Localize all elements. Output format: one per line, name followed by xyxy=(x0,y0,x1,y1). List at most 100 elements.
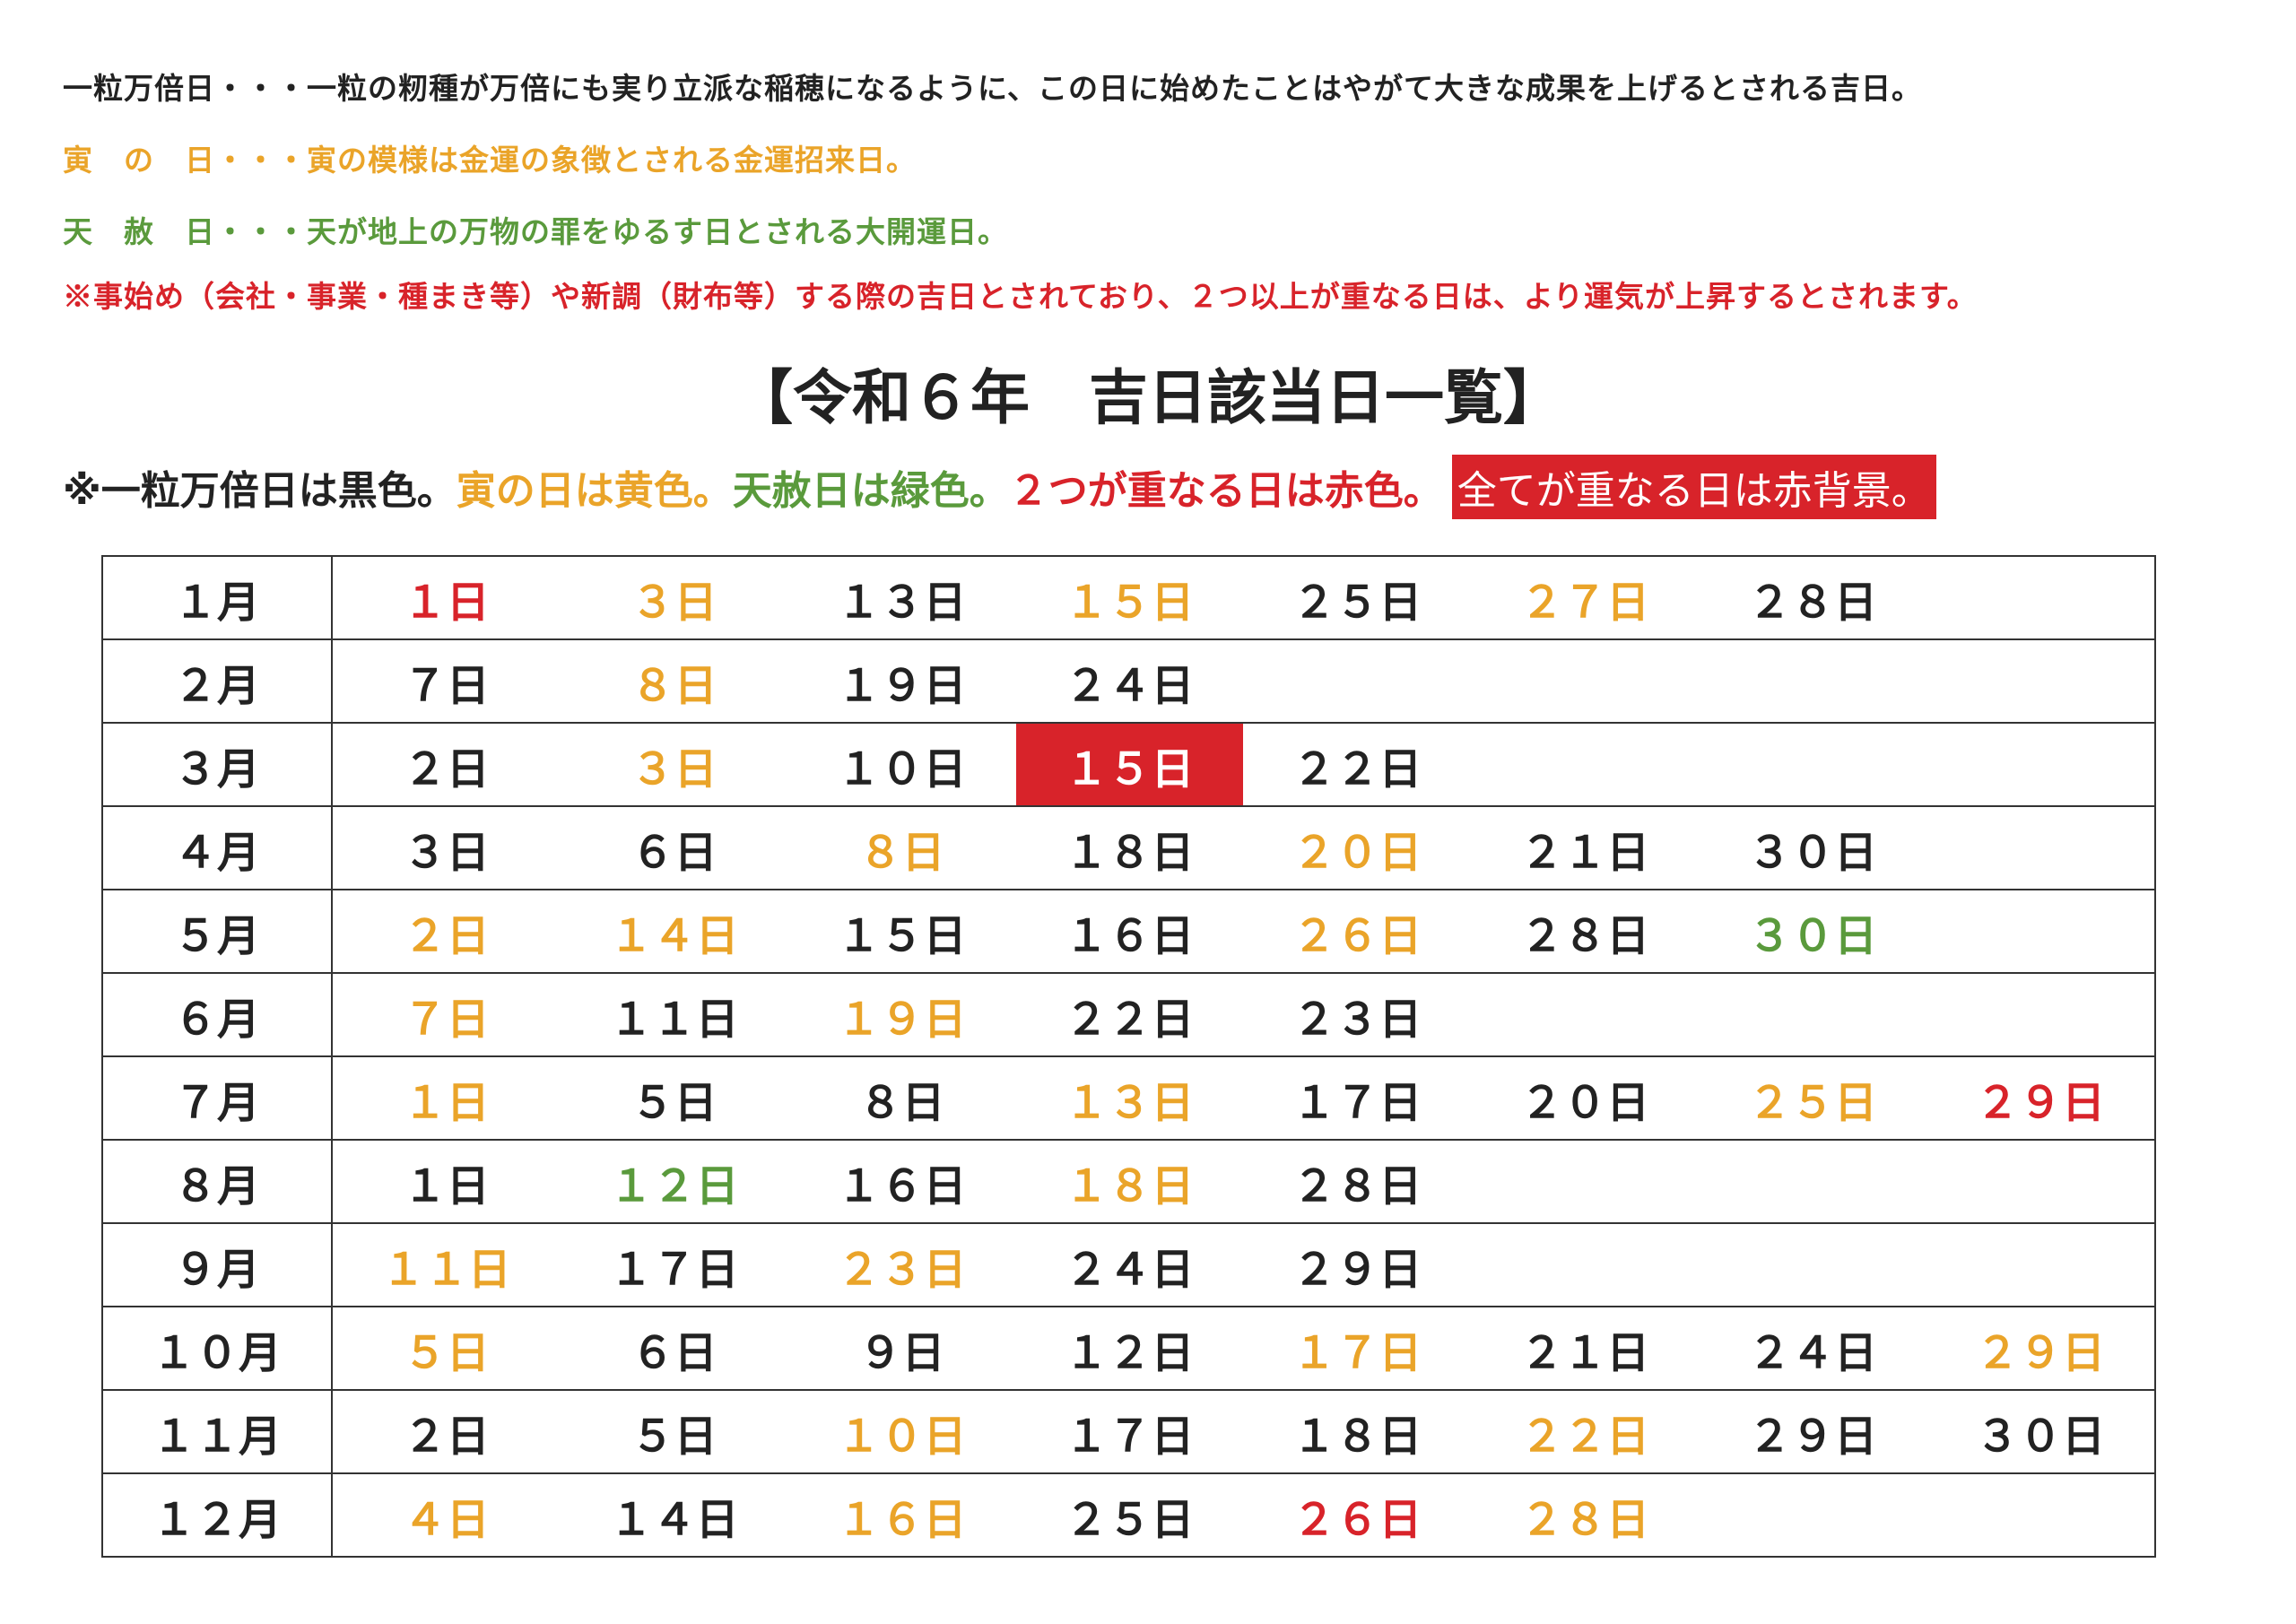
table-row: １０月 ５日 ６日 ９日 １２日 １７日 ２１日 ２４日 ２９日 xyxy=(101,1306,2156,1391)
day-cell: ２５日 xyxy=(1015,1472,1244,1558)
day-cell xyxy=(1471,1222,1700,1307)
legend-green: 天赦日は緑色。 xyxy=(732,468,1009,514)
day-cell: ２８日 xyxy=(1471,889,1700,974)
day-cell xyxy=(1471,638,1700,724)
day-cell: １０日 xyxy=(787,1389,1016,1474)
day-cell: １６日 xyxy=(787,1472,1016,1558)
table-row: １１月 ２日 ５日 １０日 １７日 １８日 ２２日 ２９日 ３０日 xyxy=(101,1389,2156,1474)
day-cell: １９日 xyxy=(787,972,1016,1057)
day-cell: ２１日 xyxy=(1471,805,1700,890)
day-cell: １７日 xyxy=(560,1222,788,1307)
day-cell: ２２日 xyxy=(1243,722,1472,807)
month-label: １月 xyxy=(101,555,333,640)
day-cell xyxy=(1926,638,2156,724)
day-cell xyxy=(1926,889,2156,974)
day-cell: １日 xyxy=(330,555,561,640)
day-cell: １日 xyxy=(330,1139,561,1224)
legend-black: ※一粒万倍日は黒色。 xyxy=(63,468,457,514)
day-cell: １７日 xyxy=(1243,1055,1472,1141)
month-label: １１月 xyxy=(101,1389,333,1474)
day-cell: ３日 xyxy=(560,555,788,640)
note-caution: ※事始め（会社・事業・種まき等）や新調（財布等）する際の吉日とされており、２つ以… xyxy=(63,279,1978,314)
day-cell: ２３日 xyxy=(787,1222,1016,1307)
day-cell: ２０日 xyxy=(1243,805,1472,890)
day-cell: ２９日 xyxy=(1926,1306,2156,1391)
day-cell: ２２日 xyxy=(1471,1389,1700,1474)
table-row: ２月 ７日 ８日 １９日 ２４日 xyxy=(101,638,2156,724)
day-cell: １７日 xyxy=(1015,1389,1244,1474)
day-cell: ８日 xyxy=(787,1055,1016,1141)
day-cell xyxy=(1471,722,1700,807)
day-cell xyxy=(1926,1139,2156,1224)
day-cell: ２６日 xyxy=(1243,889,1472,974)
day-cell: １４日 xyxy=(560,889,788,974)
table-row: ５月 ２日 １４日 １５日 １６日 ２６日 ２８日 ３０日 xyxy=(101,889,2156,974)
note-tenshabi: 天 赦 日・・・天が地上の万物の罪をゆるす日とされる大開運日。 xyxy=(63,214,1008,249)
month-label: １０月 xyxy=(101,1306,333,1391)
month-label: ９月 xyxy=(101,1222,333,1307)
day-cell: ３０日 xyxy=(1699,805,1926,890)
day-cell: １３日 xyxy=(787,555,1016,640)
day-cell: ２８日 xyxy=(1699,555,1926,640)
day-cell: ６日 xyxy=(560,1306,788,1391)
day-cell: ６日 xyxy=(560,805,788,890)
day-cell: ２９日 xyxy=(1699,1389,1926,1474)
day-cell: １５日 xyxy=(787,889,1016,974)
month-label: ７月 xyxy=(101,1055,333,1141)
day-cell: １７日 xyxy=(1243,1306,1472,1391)
day-cell: ３日 xyxy=(330,805,561,890)
day-cell: ２８日 xyxy=(1243,1139,1472,1224)
day-cell xyxy=(1926,722,2156,807)
table-row: ７月 １日 ５日 ８日 １３日 １７日 ２０日 ２５日 ２９日 xyxy=(101,1055,2156,1141)
month-label: ６月 xyxy=(101,972,333,1057)
day-cell: １３日 xyxy=(1015,1055,1244,1141)
day-cell xyxy=(1699,722,1926,807)
note-tora-no-hi: 寅 の 日・・・寅の模様は金運の象徴とされる金運招来日。 xyxy=(63,143,917,178)
day-cell xyxy=(1471,1139,1700,1224)
day-cell: ２４日 xyxy=(1015,638,1244,724)
day-cell: ８日 xyxy=(787,805,1016,890)
day-cell: ２０日 xyxy=(1471,1055,1700,1141)
day-cell: １４日 xyxy=(560,1472,788,1558)
day-cell: １９日 xyxy=(787,638,1016,724)
month-label: ８月 xyxy=(101,1139,333,1224)
day-cell: ２４日 xyxy=(1015,1222,1244,1307)
month-label: ４月 xyxy=(101,805,333,890)
day-cell xyxy=(1699,1139,1926,1224)
note-ichiryumanbaibi: 一粒万倍日・・・一粒の籾種が万倍にも実り立派な稲穂になるように、この日に始めたこ… xyxy=(63,71,1923,106)
table-row: ８月 １日 １２日 １６日 １８日 ２８日 xyxy=(101,1139,2156,1224)
day-cell: ２日 xyxy=(330,1389,561,1474)
month-label: ２月 xyxy=(101,638,333,724)
table-row: １月 １日 ３日 １３日 １５日 ２５日 ２７日 ２８日 xyxy=(101,555,2156,640)
day-cell: １１日 xyxy=(330,1222,561,1307)
day-cell: １８日 xyxy=(1243,1389,1472,1474)
day-cell: １１日 xyxy=(560,972,788,1057)
day-cell: ８日 xyxy=(560,638,788,724)
day-cell xyxy=(1699,1222,1926,1307)
month-label: １２月 xyxy=(101,1472,333,1558)
day-cell: ２８日 xyxy=(1471,1472,1700,1558)
day-cell: ２９日 xyxy=(1926,1055,2156,1141)
legend-red: ２つが重なる日は赤色。 xyxy=(1008,468,1443,514)
table-row: １２月 ４日 １４日 １６日 ２５日 ２６日 ２８日 xyxy=(101,1472,2156,1558)
day-cell: ２日 xyxy=(330,722,561,807)
day-cell: ２５日 xyxy=(1243,555,1472,640)
day-cell: ７日 xyxy=(330,972,561,1057)
table-row: ６月 ７日 １１日 １９日 ２２日 ２３日 xyxy=(101,972,2156,1057)
day-cell xyxy=(1699,638,1926,724)
day-cell xyxy=(1926,972,2156,1057)
table-row: ９月 １１日 １７日 ２３日 ２４日 ２９日 xyxy=(101,1222,2156,1307)
day-cell: ５日 xyxy=(560,1055,788,1141)
day-cell: ３日 xyxy=(560,722,788,807)
day-cell: １２日 xyxy=(560,1139,788,1224)
day-cell: ２２日 xyxy=(1015,972,1244,1057)
day-cell: ７日 xyxy=(330,638,561,724)
day-cell: ２９日 xyxy=(1243,1222,1472,1307)
day-cell xyxy=(1926,1472,2156,1558)
day-cell: ４日 xyxy=(330,1472,561,1558)
day-cell: ２７日 xyxy=(1471,555,1700,640)
day-cell xyxy=(1471,972,1700,1057)
day-cell: ２１日 xyxy=(1471,1306,1700,1391)
day-cell xyxy=(1699,1472,1926,1558)
day-cell: １日 xyxy=(330,1055,561,1141)
